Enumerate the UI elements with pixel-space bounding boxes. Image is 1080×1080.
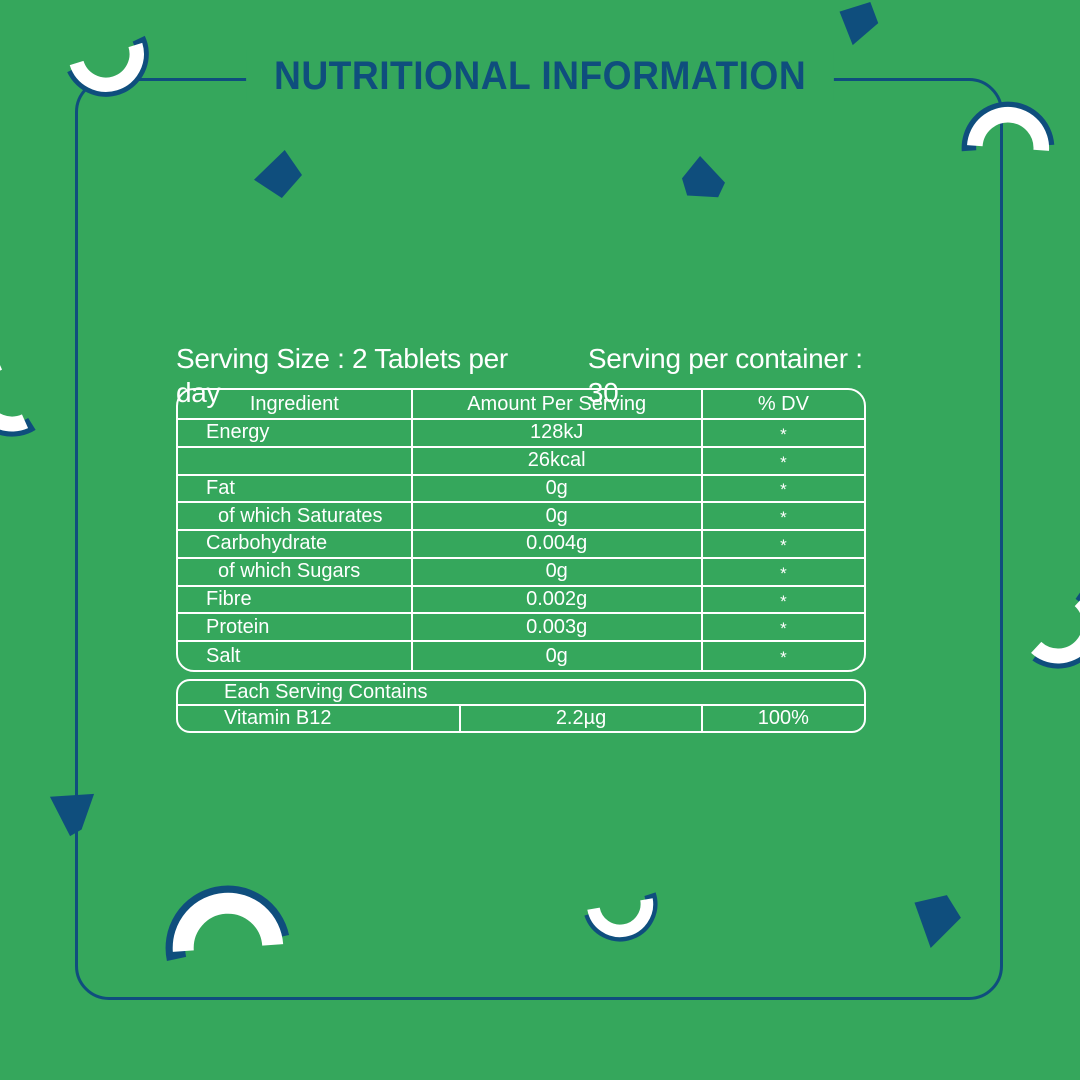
table-row: Fibre 0.002g * <box>178 586 864 615</box>
page-title: NUTRITIONAL INFORMATION <box>246 50 834 102</box>
deco-arc-top-left-icon <box>67 35 149 97</box>
deco-arc-bottom-left-icon <box>165 885 290 961</box>
cell-dv: * <box>702 531 864 559</box>
cell-amount: 0.003g <box>412 614 703 643</box>
cell-dv: * <box>702 503 864 532</box>
column-header-ingredient: Ingredient <box>178 390 413 420</box>
table-row: Protein 0.003g * <box>178 614 864 643</box>
cell-ingredient: Fibre <box>178 586 413 615</box>
cell-ingredient: of which Saturates <box>178 503 413 532</box>
cell-dv: * <box>702 614 864 643</box>
page-title-wrap: NUTRITIONAL INFORMATION <box>0 50 1080 102</box>
table-row: Vitamin B12 2.2µg 100% <box>178 706 864 731</box>
servings-per-container-label: Serving per container : 30 <box>587 343 863 408</box>
supplement-table-header: Each Serving Contains <box>178 681 864 706</box>
deco-triangle-upper-left-icon <box>254 150 302 198</box>
cell-dv: * <box>780 648 787 668</box>
cell-amount: 0g <box>412 503 703 532</box>
deco-triangle-top-right-icon <box>839 2 879 46</box>
cell-vitamin-name: Vitamin B12 <box>178 706 462 731</box>
cell-amount: 26kcal <box>412 447 703 476</box>
cell-ingredient: Energy <box>178 420 413 448</box>
deco-triangle-bottom-right-icon <box>914 895 961 948</box>
column-header-amount: Amount Per Serving <box>412 390 703 420</box>
column-header-dv: % DV <box>702 390 864 420</box>
table-row: Fat 0g * <box>178 475 864 504</box>
cell-amount: 128kJ <box>412 420 703 448</box>
cell-dv: * <box>702 420 864 448</box>
cell-amount: 0g <box>412 558 703 587</box>
deco-triangle-upper-middle-icon <box>682 156 725 198</box>
deco-triangle-bottom-left-icon <box>49 793 95 837</box>
cell-ingredient: of which Sugars <box>178 558 413 587</box>
table-row: Salt 0g * <box>178 642 864 670</box>
cell-amount: 0g <box>412 475 703 504</box>
cell-ingredient <box>178 447 413 476</box>
cell-dv: * <box>702 448 864 476</box>
cell-ingredient: Salt <box>178 642 413 670</box>
supplement-table: Each Serving Contains Vitamin B12 2.2µg … <box>176 679 866 733</box>
deco-arc-left-edge-icon <box>0 354 36 437</box>
table-row: Energy 128kJ * <box>178 420 864 448</box>
table-row: of which Saturates 0g * <box>178 503 864 532</box>
table-row: of which Sugars 0g * <box>178 558 864 587</box>
cell-ingredient: Fat <box>178 475 413 504</box>
table-header-row: Ingredient Amount Per Serving % DV <box>178 390 864 420</box>
cell-vitamin-dv: 100% <box>757 707 809 729</box>
cell-vitamin-amount: 2.2µg <box>461 706 703 731</box>
deco-arc-bottom-middle-icon <box>584 892 658 942</box>
cell-ingredient: Carbohydrate <box>178 531 413 559</box>
cell-dv: * <box>702 476 864 504</box>
cell-amount: 0g <box>413 642 703 670</box>
cell-ingredient: Protein <box>178 614 413 643</box>
cell-amount: 0.004g <box>412 531 703 559</box>
nutrition-table: Ingredient Amount Per Serving % DV Energ… <box>176 388 866 672</box>
deco-arc-right-edge-icon <box>1031 587 1080 669</box>
table-row: Carbohydrate 0.004g * <box>178 531 864 559</box>
cell-amount: 0.002g <box>412 586 703 615</box>
cell-dv: * <box>702 587 864 615</box>
deco-arc-top-right-icon <box>961 101 1055 152</box>
table-row: 26kcal * <box>178 447 864 476</box>
cell-dv: * <box>702 559 864 587</box>
